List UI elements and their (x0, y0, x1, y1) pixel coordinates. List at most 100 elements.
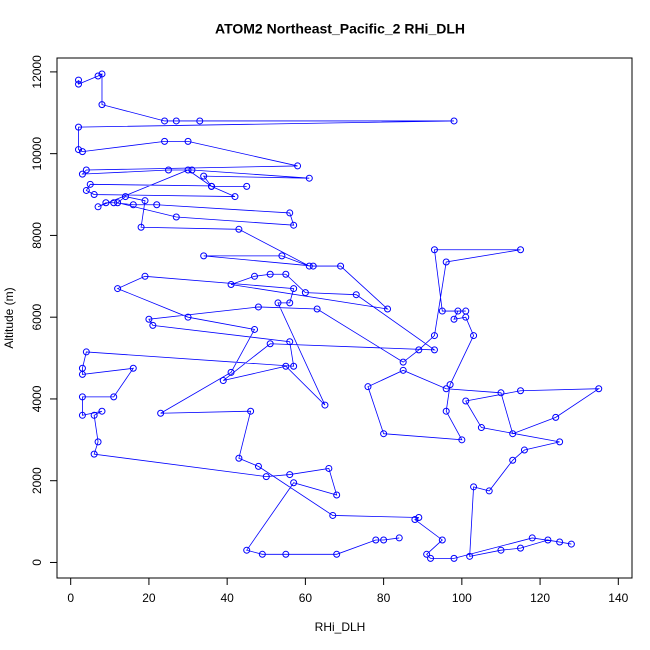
data-point (470, 332, 478, 340)
data-point (129, 364, 137, 372)
data-point (78, 370, 86, 378)
data-point (430, 332, 438, 340)
data-point (556, 538, 564, 546)
x-tick-label: 140 (608, 591, 628, 605)
data-point (438, 307, 446, 315)
data-point (172, 117, 180, 125)
data-point (86, 180, 94, 188)
data-point (325, 464, 333, 472)
data-point (497, 546, 505, 554)
data-point (294, 162, 302, 170)
data-point (184, 137, 192, 145)
data-point (235, 454, 243, 462)
y-tick-label: 8000 (30, 222, 44, 249)
data-point (442, 258, 450, 266)
data-point (485, 487, 493, 495)
data-point (517, 387, 525, 395)
data-point (477, 424, 485, 432)
data-point (219, 377, 227, 385)
data-point (290, 479, 298, 487)
y-tick-label: 6000 (30, 304, 44, 331)
data-point (153, 201, 161, 209)
data-point (442, 407, 450, 415)
data-point (78, 393, 86, 401)
y-tick-label: 0 (30, 559, 44, 566)
x-tick-label: 0 (67, 591, 74, 605)
data-point (231, 193, 239, 201)
y-tick-label: 2000 (30, 467, 44, 494)
data-point (450, 315, 458, 323)
data-point (157, 409, 165, 417)
y-tick-label: 10000 (30, 137, 44, 171)
data-point (286, 299, 294, 307)
data-point (544, 536, 552, 544)
data-point (184, 313, 192, 321)
data-line (78, 73, 601, 559)
data-point (251, 272, 259, 280)
data-point (286, 471, 294, 479)
data-point (274, 299, 282, 307)
data-point (364, 383, 372, 391)
data-point (497, 389, 505, 397)
data-point (82, 166, 90, 174)
chart-title: ATOM2 Northeast_Pacific_2 RHi_DLH (215, 21, 465, 37)
data-point (94, 72, 102, 80)
data-point (282, 362, 290, 370)
data-point (399, 358, 407, 366)
x-tick-label: 40 (220, 591, 234, 605)
data-point (254, 462, 262, 470)
data-point (446, 381, 454, 389)
data-point (462, 397, 470, 405)
data-point (313, 305, 321, 313)
data-point (266, 270, 274, 278)
data-point (462, 307, 470, 315)
data-point (305, 174, 313, 182)
data-point (164, 166, 172, 174)
data-point (290, 285, 298, 293)
data-point (517, 246, 525, 254)
data-point (94, 203, 102, 211)
data-point (75, 80, 83, 88)
data-point (98, 101, 106, 109)
data-point (98, 70, 106, 78)
data-point (567, 540, 575, 548)
data-point (380, 430, 388, 438)
data-point (517, 544, 525, 552)
x-tick-label: 60 (299, 591, 313, 605)
data-point (321, 401, 329, 409)
data-point (395, 534, 403, 542)
data-point (438, 536, 446, 544)
data-point (427, 554, 435, 562)
y-axis-label: Altitude (m) (2, 287, 16, 348)
plot-frame (56, 57, 633, 579)
data-point (184, 166, 192, 174)
data-point (552, 413, 560, 421)
data-point (227, 280, 235, 288)
y-tick-label: 12000 (30, 55, 44, 89)
data-point (458, 436, 466, 444)
x-tick-label: 120 (530, 591, 550, 605)
data-point (172, 213, 180, 221)
data-point (110, 393, 118, 401)
data-point (399, 366, 407, 374)
data-point (114, 199, 122, 207)
data-point (129, 201, 137, 209)
data-point (137, 223, 145, 231)
data-point (372, 536, 380, 544)
x-tick-label: 100 (452, 591, 472, 605)
data-point (247, 407, 255, 415)
data-point (196, 117, 204, 125)
data-point (333, 550, 341, 558)
data-point (78, 170, 86, 178)
data-point (90, 411, 98, 419)
data-point (90, 191, 98, 199)
data-point (188, 166, 196, 174)
data-point (290, 221, 298, 229)
data-point (352, 291, 360, 299)
data-point (78, 148, 86, 156)
data-point (227, 368, 235, 376)
data-point (161, 117, 169, 125)
data-point (90, 450, 98, 458)
data-point (258, 550, 266, 558)
